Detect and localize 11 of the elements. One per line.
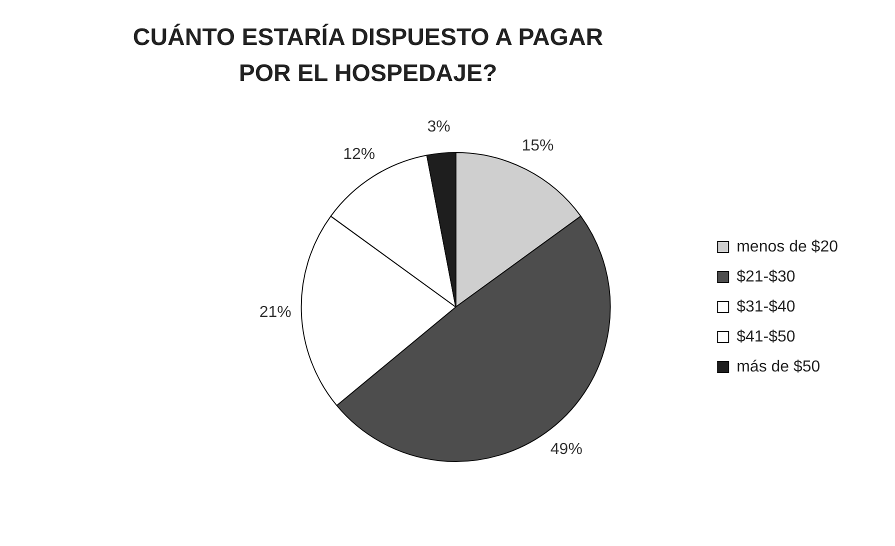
legend-label: $21-$30 <box>736 268 796 286</box>
legend-label: más de $50 <box>736 358 820 376</box>
data-label: 15% <box>522 138 554 155</box>
legend-label: $41-$50 <box>736 328 796 346</box>
data-label: 3% <box>427 118 450 136</box>
legend-label: menos de $20 <box>736 238 838 256</box>
chart-title: CUÁNTO ESTARÍA DISPUESTO A PAGAR POR EL HOSPEDAJE? <box>132 22 604 89</box>
data-label: 21% <box>259 304 292 322</box>
data-label: 12% <box>343 146 376 164</box>
legend-label: $31-$40 <box>736 298 796 316</box>
data-label: 49% <box>550 441 582 458</box>
